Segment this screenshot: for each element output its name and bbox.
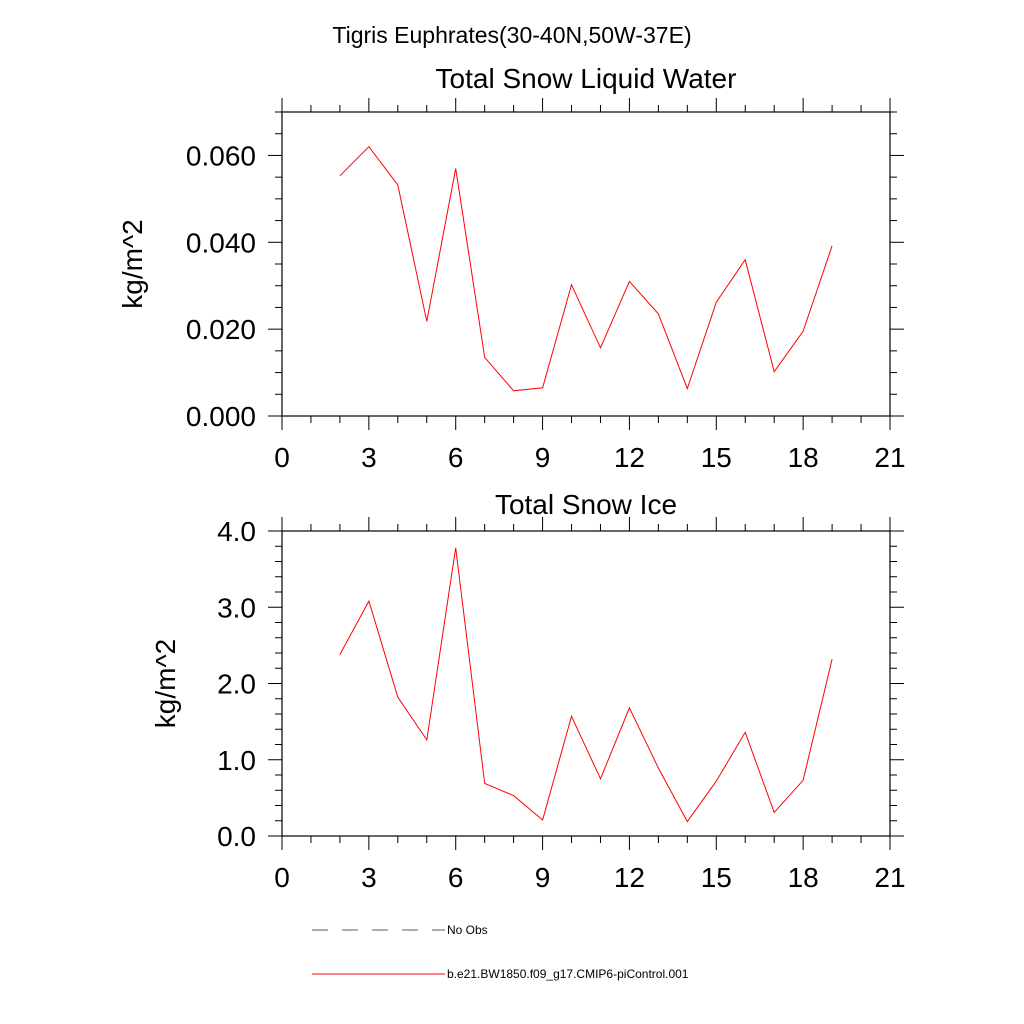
x-tick-label: 15 xyxy=(701,862,732,893)
y-tick-label: 0.040 xyxy=(186,227,256,258)
series-line-snow-ice xyxy=(339,547,833,823)
y-tick-label: 0.060 xyxy=(186,140,256,171)
x-tick-label: 15 xyxy=(701,442,732,473)
x-tick-label: 3 xyxy=(361,862,377,893)
chart-title: Total Snow Liquid Water xyxy=(436,63,737,94)
x-tick-label: 12 xyxy=(614,862,645,893)
y-axis-label: kg/m^2 xyxy=(150,639,181,728)
y-tick-label: 3.0 xyxy=(217,592,256,623)
plot-frame xyxy=(281,111,891,417)
x-tick-label: 18 xyxy=(788,442,819,473)
panel-snow-ice: Total Snow Ice kg/m^2 0 3 6 9 12 15 18 21 0.0 1.0 2.… xyxy=(150,489,906,893)
legend: No Obs b.e21.BW1850.f09_g17.CMIP6-piCont… xyxy=(312,923,689,981)
x-tick-label: 18 xyxy=(788,862,819,893)
y-tick-label: 0.0 xyxy=(217,821,256,852)
y-axis-label: kg/m^2 xyxy=(117,219,148,308)
x-tick-label: 6 xyxy=(448,862,464,893)
x-tick-label: 0 xyxy=(274,442,290,473)
legend-no-obs-label: No Obs xyxy=(447,923,488,937)
chart-title: Total Snow Ice xyxy=(495,489,677,520)
x-tick-label: 6 xyxy=(448,442,464,473)
x-tick-label: 12 xyxy=(614,442,645,473)
y-tick-label: 2.0 xyxy=(217,669,256,700)
x-tick-label: 3 xyxy=(361,442,377,473)
figure-title: Tigris Euphrates(30-40N,50W-37E) xyxy=(332,22,691,48)
x-tick-label: 0 xyxy=(274,862,290,893)
series-line-snow-liquid-water xyxy=(339,145,833,392)
x-tick-label: 21 xyxy=(874,442,905,473)
legend-series-label: b.e21.BW1850.f09_g17.CMIP6-piControl.001 xyxy=(447,967,689,981)
x-tick-label: 9 xyxy=(535,442,551,473)
y-tick-label: 1.0 xyxy=(217,745,256,776)
y-tick-label: 0.000 xyxy=(186,401,256,432)
x-tick-label: 9 xyxy=(535,862,551,893)
x-tick-label: 21 xyxy=(874,862,905,893)
plot-frame xyxy=(281,530,891,837)
panel-snow-liquid-water: Total Snow Liquid Water kg/m^2 0 3 6 9 12 15 18 2… xyxy=(117,63,906,473)
y-tick-label: 0.020 xyxy=(186,314,256,345)
y-tick-label: 4.0 xyxy=(217,516,256,547)
